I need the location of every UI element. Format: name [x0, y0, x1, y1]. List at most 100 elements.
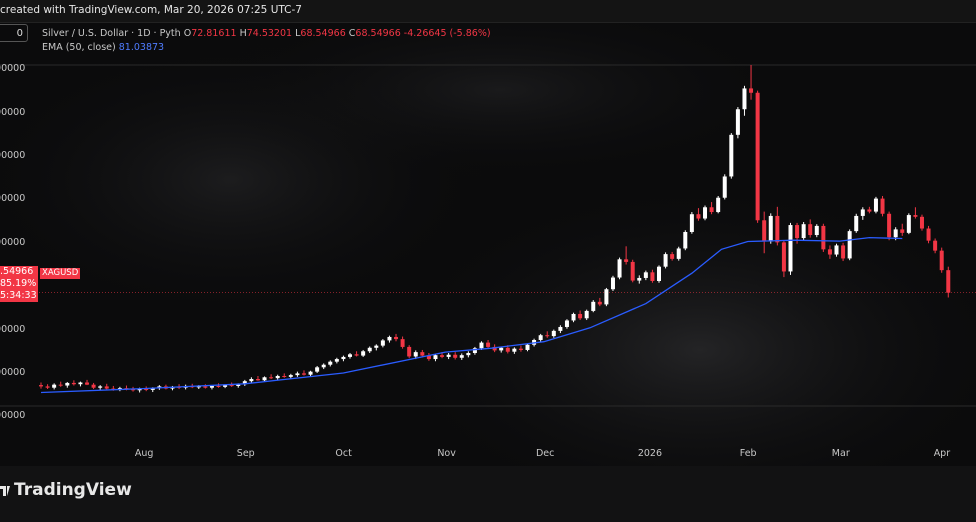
- candle-body: [512, 348, 517, 352]
- legend-change: -4.26645 (-5.86%): [403, 28, 491, 39]
- candle-body: [413, 352, 418, 357]
- current-price-tag: .54966 85.19% 5:34:33: [0, 266, 38, 302]
- legend-high: 74.53201: [246, 28, 293, 39]
- candle-body: [926, 228, 931, 241]
- candle-body: [255, 379, 260, 381]
- legend-high-label: H: [239, 28, 247, 39]
- candle-body: [755, 92, 760, 221]
- candle-body: [781, 242, 786, 272]
- ema-value: 81.03873: [118, 42, 165, 53]
- candle-body: [518, 348, 523, 350]
- candle-body: [900, 229, 905, 233]
- candle-body: [104, 386, 109, 389]
- ema-line: [40, 236, 903, 394]
- legend-close-label: C: [348, 28, 356, 39]
- candle-body: [472, 348, 477, 353]
- candle-body: [676, 248, 681, 259]
- candle-body: [689, 214, 694, 232]
- candle-body: [216, 385, 221, 387]
- candle-body: [893, 229, 898, 238]
- candle-body: [709, 207, 714, 213]
- candle-body: [834, 245, 839, 255]
- candle-body: [768, 215, 773, 242]
- candle-body: [624, 259, 629, 262]
- candle-body: [85, 382, 90, 385]
- candle-body: [334, 359, 339, 362]
- legend-open-label: O: [183, 28, 192, 39]
- candle-body: [847, 231, 852, 259]
- candle-body: [440, 355, 445, 357]
- x-tick-label: Aug: [134, 448, 154, 459]
- candle-body: [584, 310, 589, 319]
- candle-body: [538, 335, 543, 340]
- candle-body: [58, 384, 63, 386]
- candle-body: [499, 347, 504, 351]
- ema-legend: EMA (50, close) 81.03873: [42, 42, 164, 53]
- candle-body: [301, 373, 306, 375]
- candle-body: [801, 224, 806, 239]
- candle-body: [742, 88, 747, 110]
- candle-body: [137, 389, 142, 391]
- tradingview-logo: TradingView: [0, 480, 132, 500]
- symbol-tag: XAGUSD: [40, 268, 81, 279]
- candle-body: [282, 375, 287, 377]
- candle-body: [933, 240, 938, 251]
- x-tick-label: Sep: [236, 448, 255, 459]
- candle-body: [630, 261, 635, 281]
- candle-body: [637, 277, 642, 281]
- candle-body: [479, 342, 484, 349]
- candle-body: [321, 364, 326, 368]
- legend-close: 68.54966: [355, 28, 401, 39]
- candle-body: [597, 301, 602, 305]
- candle-body: [860, 209, 865, 216]
- candle-body: [223, 385, 228, 387]
- symbol-search-box[interactable]: 0: [0, 24, 28, 42]
- candle-body: [939, 250, 944, 271]
- candle-body: [814, 225, 819, 236]
- candle-body: [426, 355, 431, 360]
- candle-body: [361, 351, 366, 356]
- candle-body: [486, 342, 491, 347]
- candle-body: [348, 354, 352, 357]
- candle-body: [262, 377, 267, 381]
- candle-body: [670, 254, 675, 259]
- x-tick-label: Mar: [831, 448, 850, 459]
- candle-body: [558, 326, 563, 331]
- tradingview-logo-icon: [0, 486, 10, 496]
- candle-body: [341, 356, 346, 360]
- candle-body: [821, 225, 826, 250]
- candle-body: [867, 209, 872, 212]
- candle-body: [354, 354, 359, 356]
- candle-body: [374, 345, 379, 348]
- candle-body: [873, 198, 878, 212]
- candle-body: [735, 109, 740, 135]
- candle-body: [545, 335, 550, 337]
- candle-body: [906, 215, 911, 233]
- legend-title: Silver / U.S. Dollar · 1D · Pyth: [42, 28, 181, 39]
- candle-body: [367, 347, 372, 352]
- candle-body: [604, 289, 609, 305]
- candle-body: [650, 272, 655, 281]
- legend-open: 72.81611: [191, 28, 237, 39]
- candle-body: [525, 344, 530, 350]
- current-price-pct: 85.19%: [0, 278, 37, 289]
- candle-body: [946, 270, 951, 293]
- credit-text: created with TradingView.com, Mar 20, 20…: [0, 4, 302, 16]
- candle-body: [328, 361, 333, 365]
- legend-low-label: L: [295, 28, 301, 39]
- top-bar: created with TradingView.com, Mar 20, 20…: [0, 0, 976, 23]
- candle-body: [65, 382, 70, 386]
- current-price-value: .54966: [0, 266, 34, 277]
- candle-body: [663, 254, 668, 267]
- candle-body: [880, 198, 885, 214]
- candle-body: [387, 336, 392, 341]
- candle-body: [643, 272, 648, 278]
